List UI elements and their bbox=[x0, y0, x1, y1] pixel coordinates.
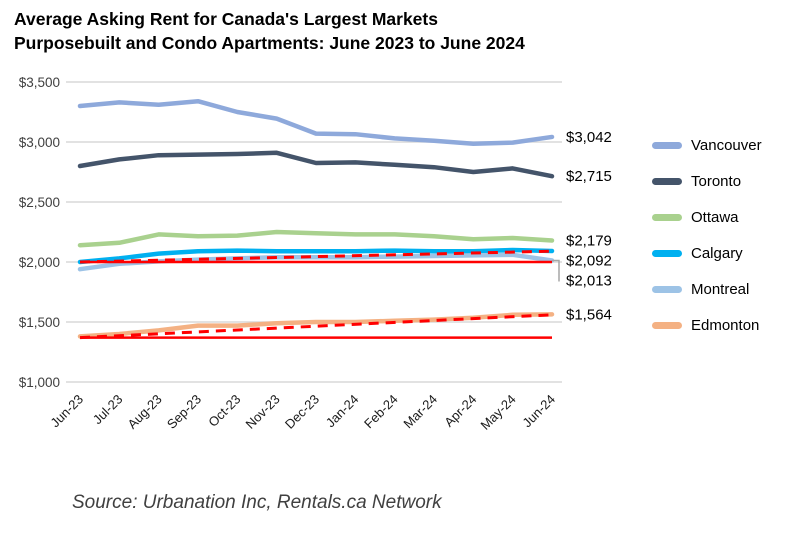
legend-label-toronto: Toronto bbox=[691, 173, 742, 190]
y-tick-label: $2,500 bbox=[19, 195, 60, 210]
legend-swatch-vancouver bbox=[652, 142, 682, 149]
legend-item-edmonton: Edmonton bbox=[652, 314, 762, 337]
legend-label-ottawa: Ottawa bbox=[691, 209, 739, 226]
legend-item-toronto: Toronto bbox=[652, 170, 762, 193]
legend-label-edmonton: Edmonton bbox=[691, 317, 760, 334]
end-label-vancouver: $3,042 bbox=[566, 129, 612, 146]
x-tick-label: Mar-24 bbox=[400, 392, 440, 432]
legend-label-montreal: Montreal bbox=[691, 281, 750, 298]
end-label-ottawa: $2,179 bbox=[566, 233, 612, 250]
x-tick-label: Feb-24 bbox=[361, 392, 401, 432]
series-line-ottawa bbox=[77, 229, 555, 248]
legend-item-vancouver: Vancouver bbox=[652, 134, 762, 157]
legend-swatch-calgary bbox=[652, 250, 682, 257]
end-label-toronto: $2,715 bbox=[566, 168, 612, 185]
source-credit: Source: Urbanation Inc, Rentals.ca Netwo… bbox=[72, 492, 442, 513]
annotation-edmonton-trend bbox=[79, 313, 553, 340]
x-tick-label: Aug-23 bbox=[125, 392, 165, 432]
series-line-calgary bbox=[77, 247, 555, 265]
chart-title-line2: Purposebuilt and Condo Apartments: June … bbox=[14, 32, 525, 53]
x-tick-label: Jan-24 bbox=[323, 392, 362, 431]
legend-item-montreal: Montreal bbox=[652, 278, 762, 301]
legend-label-vancouver: Vancouver bbox=[691, 137, 762, 154]
series-line-toronto bbox=[77, 150, 555, 179]
end-label-calgary: $2,092 bbox=[566, 253, 612, 270]
legend-item-calgary: Calgary bbox=[652, 242, 762, 265]
legend-swatch-ottawa bbox=[652, 214, 682, 221]
legend-swatch-toronto bbox=[652, 178, 682, 185]
rent-line-chart: $1,000 $1,500 $2,000 $2,500 $3,000 $3,500 Jun-… bbox=[19, 75, 612, 433]
chart-title-line1: Average Asking Rent for Canada's Largest… bbox=[14, 9, 438, 29]
series-line-vancouver bbox=[77, 98, 555, 147]
annotation-calgary-trend bbox=[79, 249, 553, 264]
end-label-montreal: $2,013 bbox=[566, 273, 612, 290]
legend-label-calgary: Calgary bbox=[691, 245, 743, 262]
legend-swatch-montreal bbox=[652, 286, 682, 293]
y-tick-label: $2,000 bbox=[19, 255, 60, 270]
legend-item-ottawa: Ottawa bbox=[652, 206, 762, 229]
x-tick-label: Jul-23 bbox=[90, 392, 126, 428]
legend-swatch-edmonton bbox=[652, 322, 682, 329]
end-label-connector-montreal bbox=[552, 259, 560, 282]
y-tick-label: $1,000 bbox=[19, 375, 60, 390]
x-tick-label: Nov-23 bbox=[243, 392, 283, 432]
x-tick-label: May-24 bbox=[478, 392, 519, 433]
x-tick-label: Dec-23 bbox=[282, 392, 322, 432]
x-tick-label: Apr-24 bbox=[441, 392, 479, 430]
chart-legend: Vancouver Toronto Ottawa Calgary Montreal Edm… bbox=[652, 134, 762, 337]
chart-title: Average Asking Rent for Canada's Largest… bbox=[14, 8, 525, 55]
x-tick-label: Jun-24 bbox=[519, 392, 558, 431]
x-tick-label: Sep-23 bbox=[164, 392, 204, 432]
x-tick-label: Jun-23 bbox=[47, 392, 86, 431]
x-tick-label: Oct-23 bbox=[205, 392, 243, 430]
y-tick-label: $3,000 bbox=[19, 135, 60, 150]
end-label-edmonton: $1,564 bbox=[566, 306, 612, 323]
y-tick-label: $1,500 bbox=[19, 315, 60, 330]
y-tick-label: $3,500 bbox=[19, 75, 60, 90]
